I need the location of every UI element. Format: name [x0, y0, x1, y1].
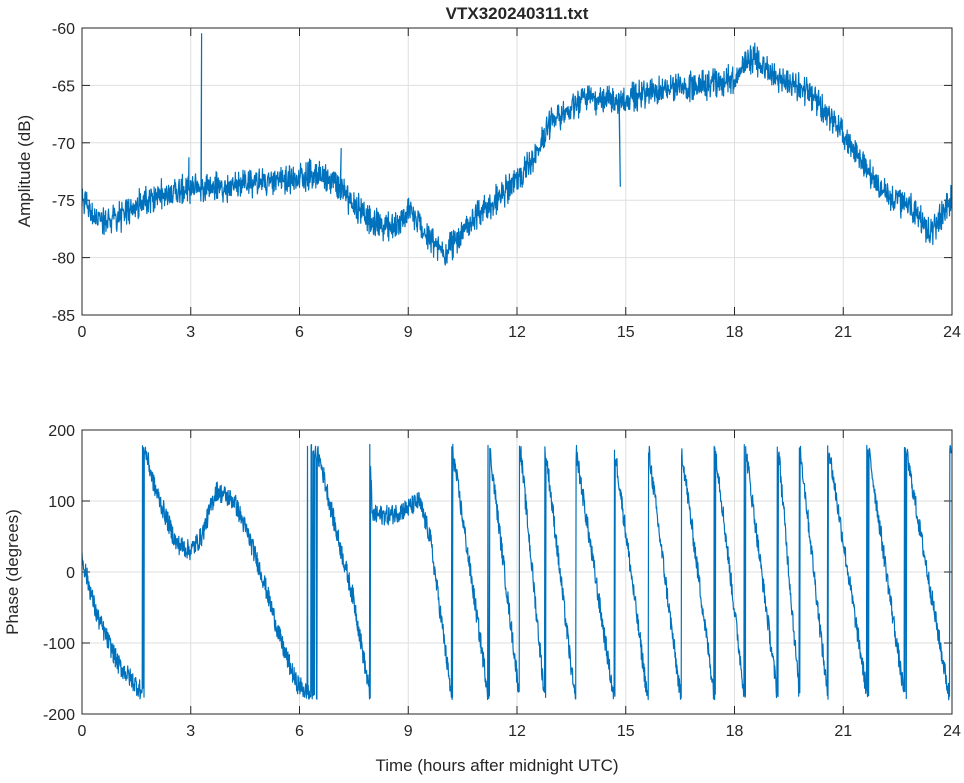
- x-tick-label: 18: [726, 324, 744, 341]
- x-tick-label: 9: [404, 723, 413, 740]
- x-tick-label: 21: [834, 723, 852, 740]
- x-tick-label: 12: [508, 324, 526, 341]
- axes-box: [81, 27, 953, 316]
- y-tick-label: -80: [52, 251, 75, 268]
- y-tick-label: 0: [66, 565, 75, 582]
- x-tick-label: 6: [295, 723, 304, 740]
- amplitude-axes: 0 3 6 9 12 15 18 21 24 -60 -65 -70 -75 -80 -85: [52, 21, 961, 341]
- y-tick-label: -100: [43, 636, 75, 653]
- phase-axes: 0 3 6 9 12 15 18 21 24 200 100 0 -100 -200: [43, 423, 961, 740]
- x-tick-label: 21: [834, 324, 852, 341]
- y-tick-label: -65: [52, 78, 75, 95]
- x-tick-label: 24: [943, 324, 961, 341]
- y-tick-label: -200: [43, 707, 75, 724]
- y-tick-label: -75: [52, 193, 75, 210]
- x-tick-label: 24: [943, 723, 961, 740]
- y-tick-label: 200: [48, 423, 75, 440]
- x-tick-label: 15: [617, 723, 635, 740]
- axes-box: [81, 429, 953, 715]
- phase-xlabel: Time (hours after midnight UTC): [375, 756, 618, 775]
- y-tick-label: -85: [52, 308, 75, 325]
- x-tick-label: 0: [78, 723, 87, 740]
- y-tick-label: 100: [48, 494, 75, 511]
- x-tick-label: 12: [508, 723, 526, 740]
- x-tick-label: 6: [295, 324, 304, 341]
- x-tick-label: 9: [404, 324, 413, 341]
- amplitude-series-line: [81, 33, 953, 266]
- chart-title: VTX320240311.txt: [446, 4, 589, 23]
- x-tick-label: 15: [617, 324, 635, 341]
- x-tick-label: 3: [186, 723, 195, 740]
- amplitude-ylabel: Amplitude (dB): [15, 115, 34, 227]
- x-tick-label: 0: [78, 324, 87, 341]
- x-tick-label: 18: [726, 723, 744, 740]
- phase-series-line: [81, 443, 953, 701]
- y-tick-label: -70: [52, 136, 75, 153]
- y-tick-label: -60: [52, 21, 75, 38]
- phase-ylabel: Phase (degrees): [3, 509, 22, 635]
- x-tick-label: 3: [186, 324, 195, 341]
